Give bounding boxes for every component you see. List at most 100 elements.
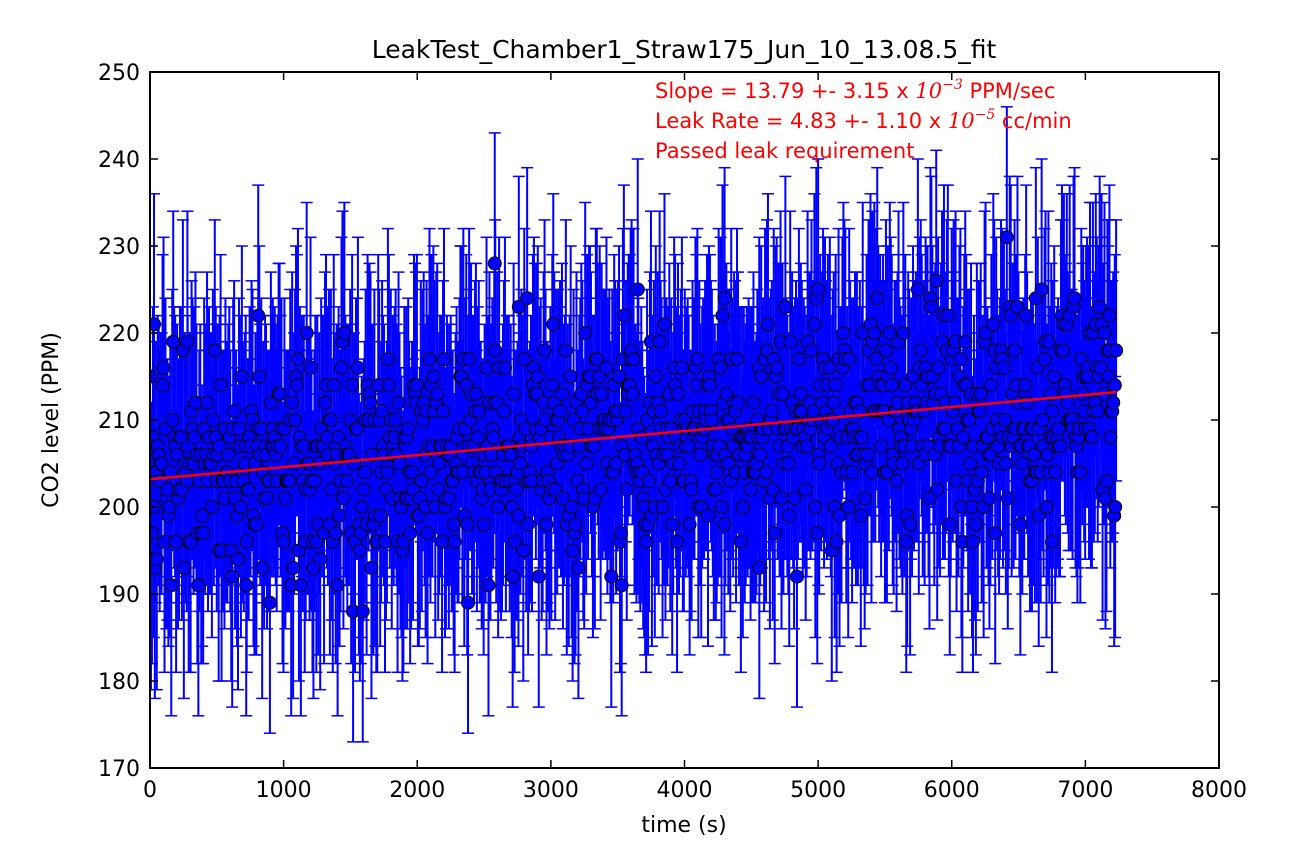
data-point [984, 378, 999, 393]
data-point [759, 465, 774, 480]
data-point [634, 430, 649, 445]
data-point [441, 491, 456, 506]
data-point [996, 360, 1011, 375]
data-point [825, 413, 840, 427]
data-point [420, 526, 435, 541]
data-point [150, 317, 162, 332]
data-point [1092, 299, 1107, 314]
data-point [156, 360, 171, 375]
data-point [1067, 291, 1082, 306]
data-point [318, 395, 333, 410]
data-point [330, 578, 345, 593]
data-point [488, 343, 503, 358]
data-point [1035, 413, 1050, 427]
data-point [272, 386, 287, 401]
data-point [414, 473, 429, 488]
data-point [931, 360, 946, 375]
data-point [497, 360, 512, 375]
data-point [765, 482, 780, 497]
data-point [436, 352, 451, 367]
data-point [709, 465, 724, 480]
data-point [867, 326, 882, 340]
data-point [884, 378, 899, 393]
data-point [986, 317, 1001, 332]
data-point [462, 352, 477, 367]
data-point [648, 369, 663, 384]
data-point [896, 326, 911, 340]
y-tick-label: 250 [98, 61, 140, 86]
data-point [799, 439, 814, 454]
data-point [789, 569, 804, 584]
data-point [278, 491, 293, 506]
data-point [812, 456, 827, 471]
data-point [252, 369, 267, 384]
data-point [1000, 491, 1015, 506]
data-point [471, 404, 486, 419]
data-point [983, 447, 998, 462]
data-point [965, 534, 980, 549]
data-point [1045, 404, 1060, 419]
data-point [347, 456, 362, 471]
chart-title: LeakTest_Chamber1_Straw175_Jun_10_13.08.… [372, 35, 997, 64]
data-point [162, 500, 177, 514]
data-point [251, 308, 266, 323]
data-point [282, 473, 297, 488]
data-point [239, 578, 254, 593]
data-point [937, 421, 952, 436]
x-tick-label: 1000 [256, 778, 312, 803]
data-point [191, 578, 206, 593]
data-point [836, 326, 851, 340]
data-point [241, 482, 256, 497]
data-point [968, 517, 983, 532]
data-point [255, 560, 270, 575]
data-point [972, 404, 987, 419]
data-point [169, 534, 184, 549]
data-point [1047, 369, 1062, 384]
data-point [787, 491, 802, 506]
data-point [998, 456, 1013, 471]
data-point [511, 299, 526, 314]
data-point [857, 491, 872, 506]
data-point [663, 473, 678, 488]
data-point [195, 508, 210, 523]
data-point [380, 352, 395, 367]
data-point [336, 491, 351, 506]
data-point [503, 447, 518, 462]
data-point [486, 430, 501, 445]
x-axis-title: time (s) [641, 813, 726, 838]
data-point [589, 352, 604, 367]
data-point [965, 500, 980, 514]
data-point [1053, 439, 1068, 454]
data-point [860, 447, 875, 462]
data-point [1040, 447, 1055, 462]
data-point [150, 369, 157, 384]
data-point [468, 386, 483, 401]
data-point [154, 456, 169, 471]
data-point [323, 413, 338, 427]
data-point [403, 526, 418, 541]
y-tick-label: 190 [98, 583, 140, 608]
data-point [594, 386, 609, 401]
data-point [616, 308, 631, 323]
data-point [586, 439, 601, 454]
data-point [870, 291, 885, 306]
data-point [155, 378, 170, 393]
data-point [775, 386, 790, 401]
data-point [593, 482, 608, 497]
data-point [655, 500, 670, 514]
data-point [260, 491, 275, 506]
data-point [568, 517, 583, 532]
data-point [1010, 299, 1025, 314]
data-point [783, 334, 798, 349]
data-point [221, 447, 236, 462]
data-point [545, 378, 560, 393]
data-point [487, 256, 502, 271]
data-point [626, 352, 641, 367]
data-point [334, 360, 349, 375]
data-point [864, 465, 879, 480]
data-point [227, 404, 242, 419]
data-point [506, 386, 521, 401]
data-point [299, 326, 314, 340]
data-point [296, 439, 311, 454]
data-point [539, 517, 554, 532]
